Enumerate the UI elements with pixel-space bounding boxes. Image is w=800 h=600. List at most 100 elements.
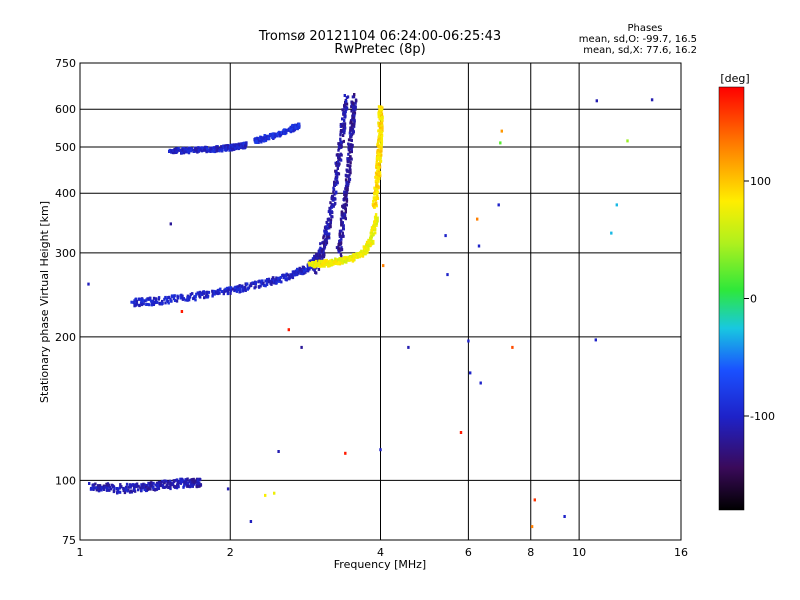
trace-point — [161, 301, 164, 305]
trace-point — [143, 483, 147, 487]
trace-point — [375, 184, 378, 188]
trace-point — [190, 484, 193, 488]
trace-point — [373, 186, 376, 190]
scatter-point — [477, 244, 481, 248]
trace-point — [379, 156, 382, 160]
trace-point — [317, 263, 320, 267]
trace-point — [334, 177, 337, 181]
trace-point — [193, 148, 196, 152]
scatter-point — [650, 98, 654, 102]
trace-point — [181, 295, 184, 298]
scatter-point — [379, 448, 382, 452]
trace-point — [216, 292, 220, 296]
trace-point — [349, 155, 352, 159]
trace-point — [251, 281, 254, 285]
colorbar-unit-label: [deg] — [720, 72, 749, 85]
trace-point — [376, 172, 379, 176]
trace-point — [175, 147, 178, 151]
trace-point — [352, 108, 355, 111]
trace-point — [260, 279, 264, 283]
trace-point — [308, 265, 312, 269]
trace-point — [206, 149, 209, 153]
trace-point — [270, 282, 273, 286]
trace-point — [291, 276, 295, 280]
trace-point — [338, 229, 342, 233]
trace-point — [343, 258, 346, 262]
trace-point — [190, 478, 193, 482]
x-tick-label: 8 — [527, 546, 534, 559]
trace-point — [149, 296, 152, 300]
trace-point — [346, 169, 349, 173]
trace-point — [348, 131, 352, 135]
trace-point — [375, 166, 378, 170]
trace-point — [279, 275, 283, 279]
trace-point — [291, 270, 295, 274]
trace-point — [265, 282, 268, 286]
trace-point — [201, 293, 204, 296]
trace-point — [308, 263, 311, 267]
x-axis-ticks: 1 2 4 6 8 10 16 — [77, 546, 689, 559]
trace-point — [284, 274, 287, 278]
colorbar-tick-label: 0 — [750, 293, 757, 306]
trace-point — [227, 288, 230, 292]
trace-point — [337, 242, 340, 246]
trace-point — [377, 139, 380, 143]
trace-point — [301, 272, 304, 276]
trace-point — [159, 484, 162, 487]
trace-point — [297, 269, 300, 273]
trace-point — [363, 247, 366, 251]
trace-point — [340, 145, 343, 149]
trace-point — [352, 130, 355, 134]
trace-point — [169, 481, 172, 485]
trace-point — [175, 299, 179, 303]
trace-point — [161, 484, 164, 488]
trace-point — [339, 129, 343, 132]
trace-point — [380, 142, 383, 146]
trace-point — [371, 226, 374, 230]
trace-point — [108, 485, 111, 489]
trace-point — [336, 174, 339, 178]
trace-point — [352, 257, 355, 261]
chart-title: Tromsø 20121104 06:24:00-06:25:43 — [258, 29, 501, 44]
trace-point — [375, 179, 378, 183]
y-tick-label: 300 — [55, 247, 76, 260]
trace-point — [349, 164, 352, 168]
trace-point — [131, 483, 135, 487]
trace-point — [237, 146, 240, 150]
trace-point — [135, 297, 138, 301]
scatter-point — [459, 431, 463, 434]
trace-point — [269, 279, 272, 283]
trace-point — [100, 488, 103, 492]
trace-point — [262, 281, 265, 285]
scatter-point — [467, 339, 470, 343]
trace-point — [175, 486, 179, 490]
trace-point — [380, 108, 384, 112]
trace-point — [349, 161, 352, 165]
trace-point — [340, 140, 343, 144]
trace-point — [339, 137, 342, 141]
trace-point — [194, 294, 197, 298]
trace-point — [235, 143, 238, 147]
trace-point — [338, 239, 342, 243]
scatter-point — [344, 451, 347, 455]
trace-point — [321, 241, 324, 245]
trace-point — [378, 145, 381, 149]
trace-point — [143, 488, 146, 492]
trace-point — [203, 296, 206, 300]
trace-point — [373, 198, 376, 202]
trace-point — [351, 117, 354, 121]
trace-point — [348, 258, 351, 262]
trace-point — [347, 142, 350, 146]
trace-point — [343, 205, 347, 209]
trace-point — [377, 115, 380, 119]
trace-point — [280, 131, 283, 135]
trace-point — [139, 298, 143, 301]
trace-point — [379, 111, 382, 115]
trace-point — [325, 239, 328, 243]
trace-point — [350, 134, 353, 138]
trace-point — [330, 215, 333, 218]
trace-point — [328, 226, 331, 230]
trace-point — [370, 241, 373, 245]
trace-point — [347, 174, 350, 178]
trace-point — [199, 483, 203, 487]
